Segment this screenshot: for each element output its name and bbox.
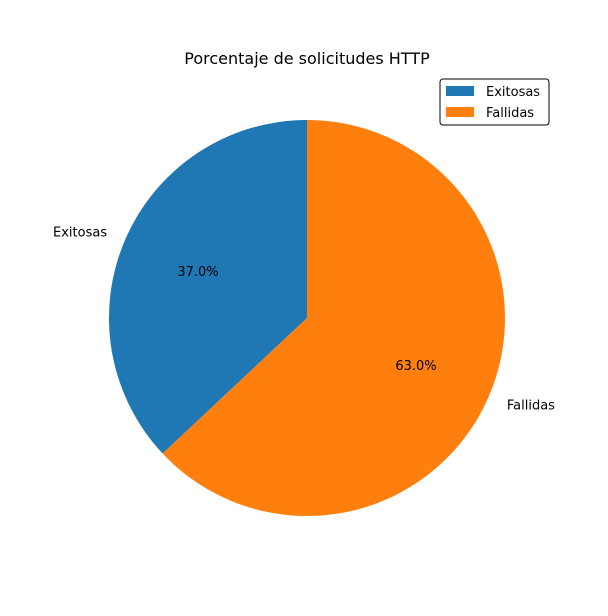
pie-slice-fallidas [162, 120, 505, 516]
legend: Exitosas Fallidas [439, 78, 550, 126]
pie-slice-labels: Exitosas Fallidas [53, 226, 555, 414]
legend-swatch-fallidas [446, 107, 474, 117]
legend-label-exitosas: Exitosas [486, 85, 540, 100]
legend-entry-exitosas: Exitosas [446, 85, 540, 100]
pie-slice-exitosas [108, 120, 307, 454]
percent-label-exitosas: 37.0% [177, 265, 218, 280]
percent-label-fallidas: 63.0% [395, 359, 436, 374]
slice-label-fallidas: Fallidas [507, 399, 555, 414]
chart-title: Porcentaje de solicitudes HTTP [184, 49, 430, 68]
pie-slices [108, 120, 505, 516]
slice-label-exitosas: Exitosas [53, 226, 107, 241]
legend-label-fallidas: Fallidas [486, 106, 534, 121]
pie-percent-labels: 37.0% 63.0% [177, 265, 436, 374]
legend-entry-fallidas: Fallidas [446, 106, 534, 121]
legend-swatch-exitosas [446, 86, 474, 96]
